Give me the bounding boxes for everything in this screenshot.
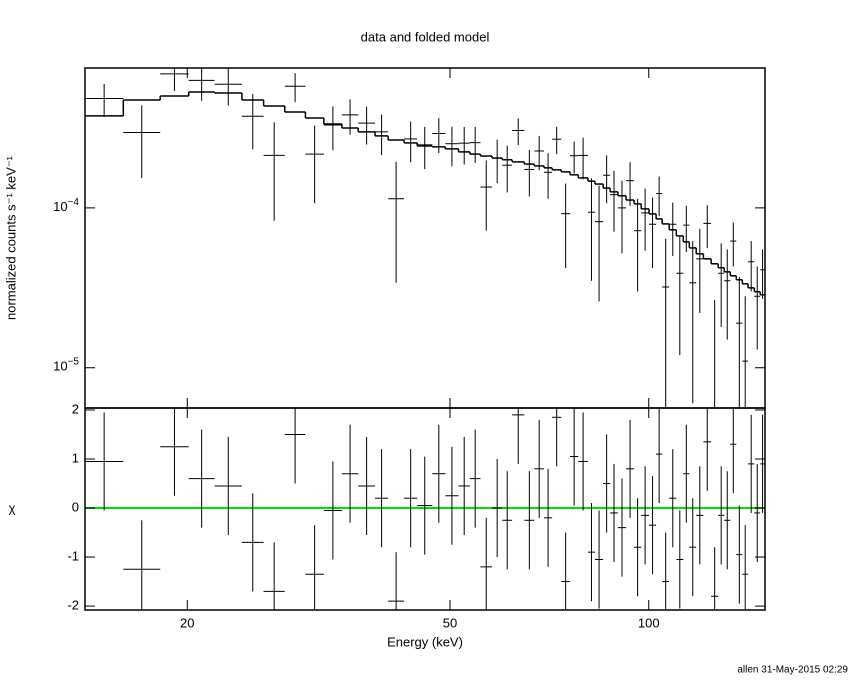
frame (84, 67, 766, 409)
y-tick-label: 2 (72, 401, 79, 416)
y-tick-label: 1 (72, 450, 79, 465)
y-tick-label: -1 (67, 548, 79, 563)
y-axis-label: χ (9, 500, 16, 515)
chart-title: data and folded model (361, 29, 490, 44)
x-axis-label: Energy (keV) (387, 634, 463, 649)
plot-area (85, 408, 765, 610)
plot-area (85, 68, 765, 408)
footer: allen 31-May-2015 02:29 (737, 665, 848, 676)
y-tick-label: -2 (67, 598, 79, 613)
y-tick-label: 0 (72, 499, 79, 514)
y-tick-label: 10−5 (53, 356, 79, 374)
frame (84, 407, 766, 611)
x-tick-label: 20 (180, 615, 194, 630)
y-axis-label: normalized counts s⁻¹ keV⁻¹ (3, 155, 18, 320)
x-tick-label: 50 (443, 615, 457, 630)
y-tick-label: 10−4 (53, 197, 79, 215)
x-tick-label: 100 (638, 615, 660, 630)
